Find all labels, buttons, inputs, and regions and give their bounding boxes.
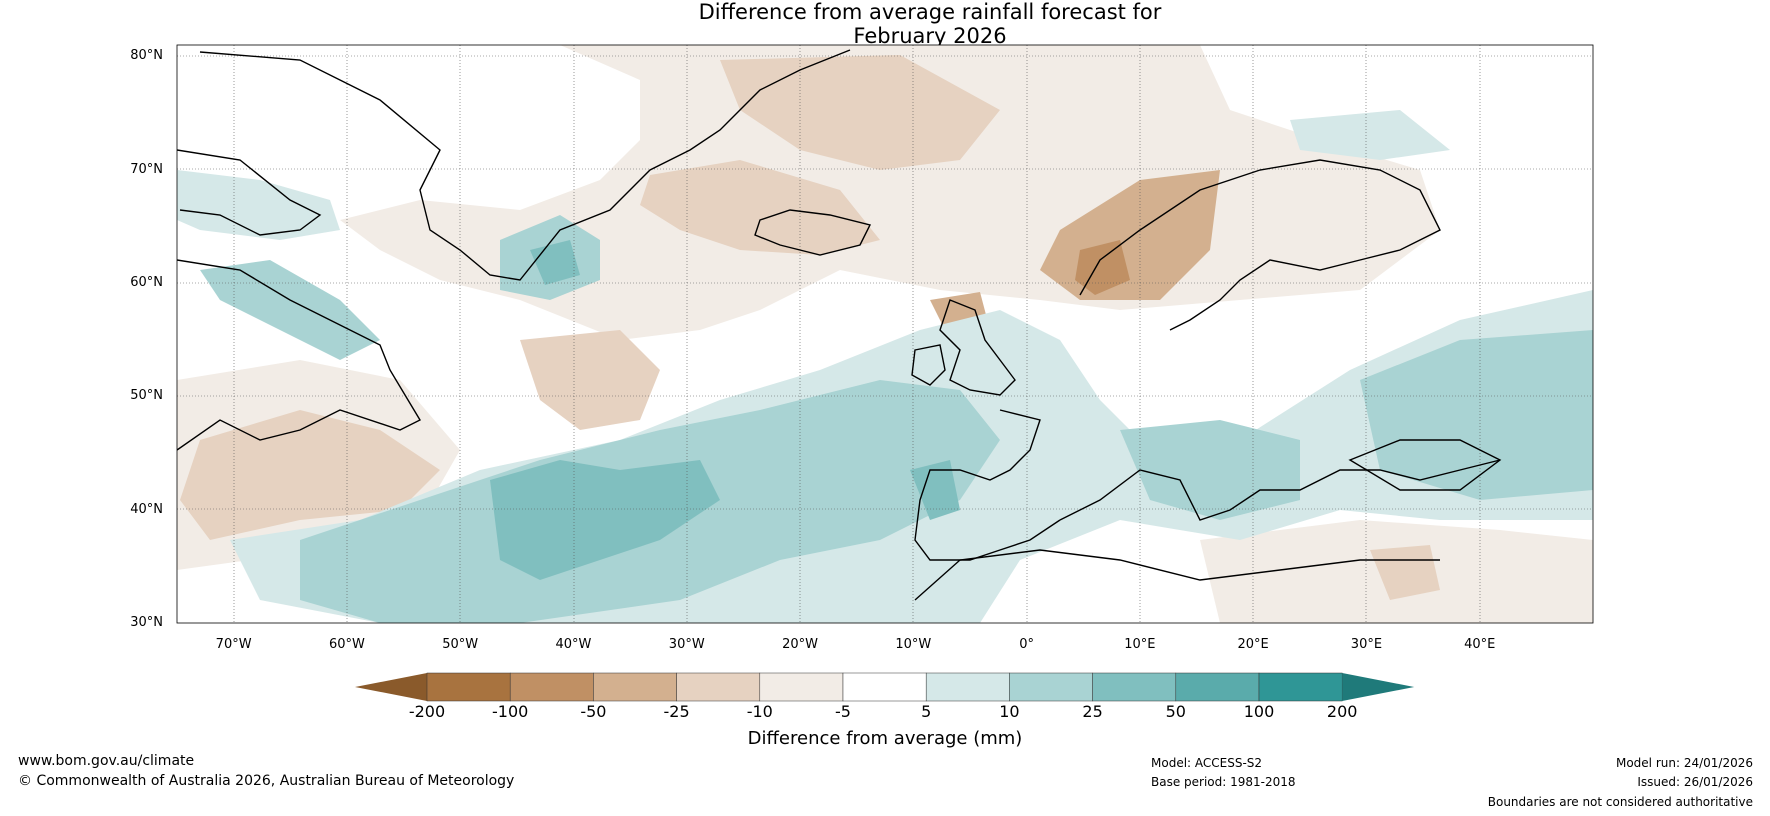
latitude-label: 80°N xyxy=(130,48,163,64)
latitude-label: 30°N xyxy=(130,615,163,630)
wet-region-balkans xyxy=(1120,420,1300,520)
dry-region-levant xyxy=(1370,545,1440,600)
colorbar-segment xyxy=(1092,672,1177,702)
rainfall-anomaly-field xyxy=(177,45,1593,623)
colorbar-segment xyxy=(759,672,844,702)
coast-africa xyxy=(914,549,1440,601)
coast-scandinavia xyxy=(1079,159,1441,331)
latitude-label: 70°N xyxy=(130,161,163,177)
longitude-label: 50°W xyxy=(442,637,479,652)
footer-disclaimer: Boundaries are not considered authoritat… xyxy=(1487,795,1753,809)
longitude-label: 20°W xyxy=(782,637,818,652)
colorbar-segment xyxy=(1258,672,1343,702)
longitude-label: 60°W xyxy=(328,637,365,652)
colorbar-tick-label: -25 xyxy=(663,702,690,721)
longitude-label: 10°W xyxy=(895,637,932,652)
coast-europe-west xyxy=(914,409,1061,561)
coast-baffin xyxy=(177,149,322,236)
colorbar-tick-label: 50 xyxy=(1165,702,1186,721)
longitude-label: 20°E xyxy=(1237,637,1269,652)
footer-url: www.bom.gov.au/climate xyxy=(18,753,195,769)
dry-region-greenland-north xyxy=(720,55,1000,170)
colorbar-tick-label: 25 xyxy=(1082,702,1103,721)
colorbar-tick-label: -200 xyxy=(408,702,446,721)
map-border xyxy=(176,44,1594,624)
coast-greenland xyxy=(199,49,851,281)
colorbar-segment xyxy=(593,672,677,702)
footer-base-period: Base period: 1981-2018 xyxy=(1151,775,1296,789)
graticule xyxy=(177,45,1593,623)
colorbar-segment xyxy=(842,672,927,702)
footer-issued: Issued: 26/01/2026 xyxy=(1637,775,1753,789)
longitude-label: 40°W xyxy=(555,637,592,652)
footer-model-run: Model run: 24/01/2026 xyxy=(1615,756,1753,770)
dry-region-iceland xyxy=(640,160,880,255)
coast-mediterranean xyxy=(1059,459,1501,521)
wet-region-black-sea xyxy=(1360,330,1593,500)
colorbar-segment xyxy=(426,672,511,702)
colorbar-segment xyxy=(925,672,1010,702)
dry-region-nova-scotia xyxy=(180,410,440,540)
longitude-label: 10°E xyxy=(1124,637,1156,652)
colorbar-tick-label: -5 xyxy=(835,702,851,721)
coast-iceland xyxy=(754,209,872,256)
latitude-label: 50°N xyxy=(130,388,163,404)
coast-britain xyxy=(939,299,1016,396)
colorbar-tick-label: -100 xyxy=(492,702,529,721)
longitude-label: 30°W xyxy=(668,637,705,652)
wet-region-barents xyxy=(1290,110,1450,160)
longitude-label: 0° xyxy=(1019,637,1034,652)
colorbar-extend-high xyxy=(1342,673,1415,701)
latitude-label: 60°N xyxy=(130,275,163,290)
wet-region-atlantic-inner xyxy=(490,460,720,580)
coast-labrador xyxy=(177,259,421,451)
colorbar-label: Difference from average (mm) xyxy=(747,728,1023,749)
colorbar-tick-label: -50 xyxy=(580,702,607,721)
longitude-label: 30°E xyxy=(1350,637,1383,652)
colorbar-segment xyxy=(1175,672,1260,702)
title-line-1: Difference from average rainfall forecas… xyxy=(698,0,1162,24)
longitude-label: 40°E xyxy=(1464,637,1496,652)
footer-copyright: © Commonwealth of Australia 2026, Austra… xyxy=(18,773,515,789)
coastlines xyxy=(177,49,1502,601)
colorbar-tick-label: 5 xyxy=(921,702,932,721)
coast-ireland xyxy=(911,344,946,386)
dry-region-mid-atlantic xyxy=(520,330,660,430)
colorbar-tick-label: 10 xyxy=(999,702,1020,721)
colorbar-extend-low xyxy=(355,673,427,701)
colorbar-segment xyxy=(676,672,761,702)
colorbar-segment xyxy=(509,672,594,702)
longitude-label: 70°W xyxy=(215,637,252,652)
footer-model: Model: ACCESS-S2 xyxy=(1151,756,1263,770)
colorbar-tick-label: 100 xyxy=(1243,702,1275,721)
wet-region-baffin xyxy=(177,170,340,240)
colorbar-segment xyxy=(1009,672,1093,702)
wet-region-labrador xyxy=(200,260,380,360)
title-line-2: February 2026 xyxy=(853,24,1007,48)
colorbar-tick-label: -10 xyxy=(746,702,773,721)
wet-region-iberia xyxy=(910,460,960,520)
colorbar xyxy=(355,672,1415,702)
map-title: Difference from average rainfall forecas… xyxy=(0,0,1770,48)
latitude-label: 40°N xyxy=(130,501,163,517)
dry-region-norway-core xyxy=(1075,240,1130,295)
coast-black-sea xyxy=(1348,439,1502,491)
colorbar-tick-label: 200 xyxy=(1326,702,1358,721)
